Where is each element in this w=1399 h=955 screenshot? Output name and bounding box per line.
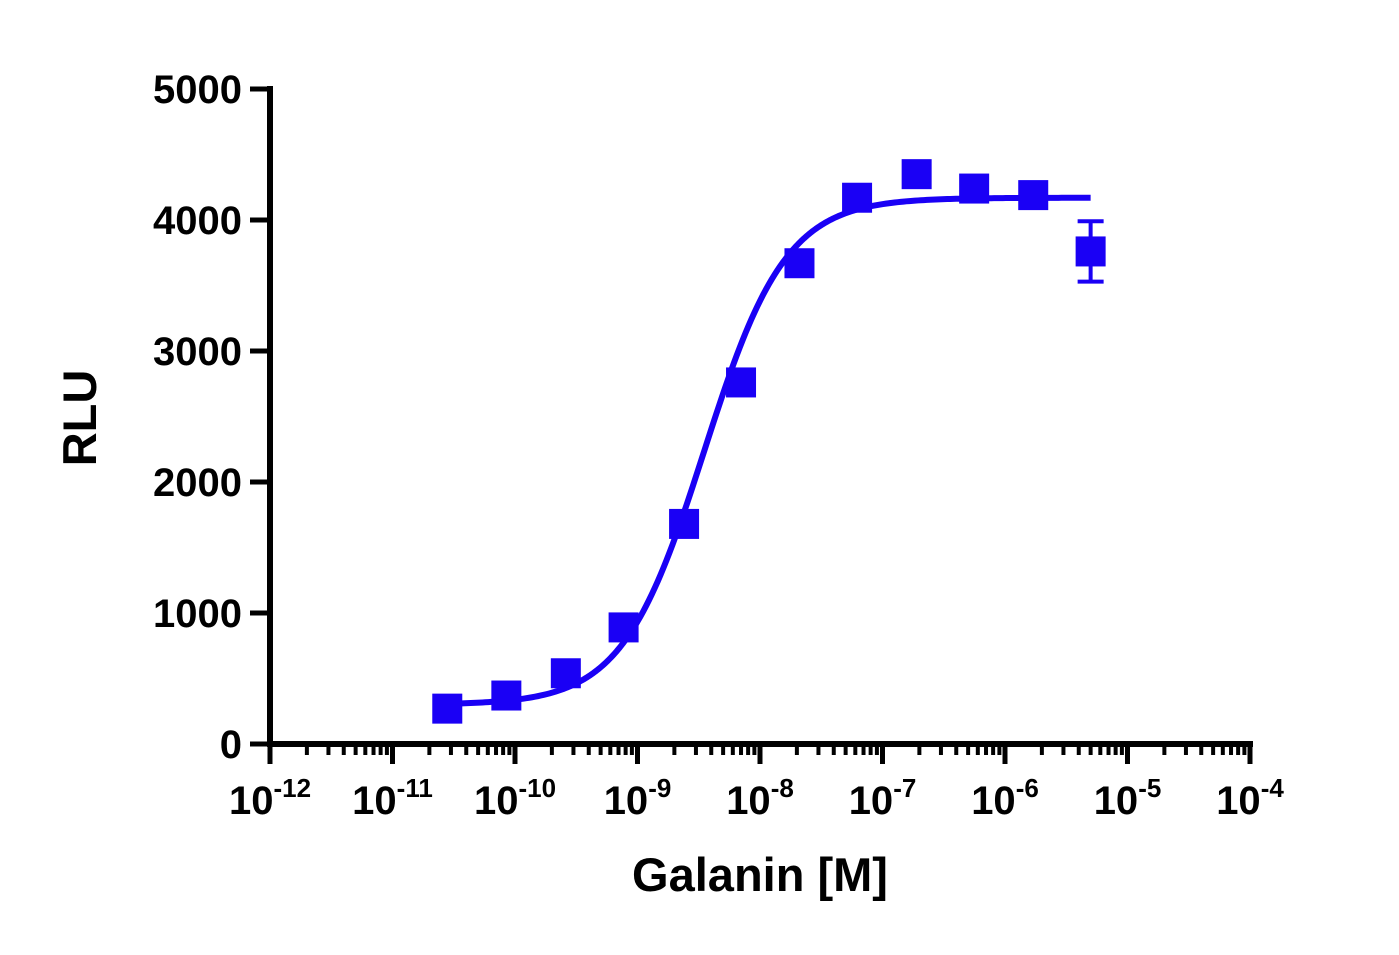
- y-ticks: 0 1000 2000 3000 4000 5000: [153, 68, 270, 767]
- data-point: [550, 658, 581, 689]
- data-point: [784, 248, 815, 279]
- data-point: [959, 173, 990, 204]
- data-point: [842, 182, 873, 213]
- y-tick-label: 5000: [153, 68, 242, 112]
- data-point: [669, 508, 700, 539]
- data-points: [432, 159, 1106, 724]
- data-point: [432, 693, 463, 724]
- data-point: [726, 367, 757, 398]
- axes: [267, 86, 1253, 747]
- data-point: [608, 612, 639, 643]
- x-tick-label: 10-12: [229, 773, 311, 823]
- x-tick-label: 10-6: [971, 773, 1039, 823]
- x-tick-label: 10-11: [352, 773, 433, 823]
- data-point: [491, 680, 522, 711]
- x-tick-label: 10-8: [726, 773, 794, 823]
- x-axis-title: Galanin [M]: [632, 848, 888, 901]
- x-tick-label: 10-9: [604, 773, 672, 823]
- data-point: [1018, 180, 1049, 211]
- x-tick-label: 10-10: [474, 773, 556, 823]
- y-axis-title: RLU: [53, 370, 106, 467]
- x-tick-label: 10-5: [1094, 773, 1162, 823]
- y-tick-label: 2000: [153, 461, 242, 505]
- data-point: [901, 159, 932, 190]
- fit-curve-group: [447, 194, 1091, 707]
- x-tick-label: 10-7: [849, 773, 917, 823]
- y-tick-label: 3000: [153, 330, 242, 374]
- y-tick-label: 0: [220, 723, 242, 767]
- x-tick-label: 10-4: [1216, 773, 1284, 823]
- x-ticks: 10-12 10-11 10-10 10-9 10-8 10-7 10-6 10-5 10-4: [229, 744, 1284, 823]
- fit-curve: [447, 194, 1091, 707]
- y-tick-label: 4000: [153, 199, 242, 243]
- y-tick-label: 1000: [153, 592, 242, 636]
- data-point: [1075, 236, 1106, 267]
